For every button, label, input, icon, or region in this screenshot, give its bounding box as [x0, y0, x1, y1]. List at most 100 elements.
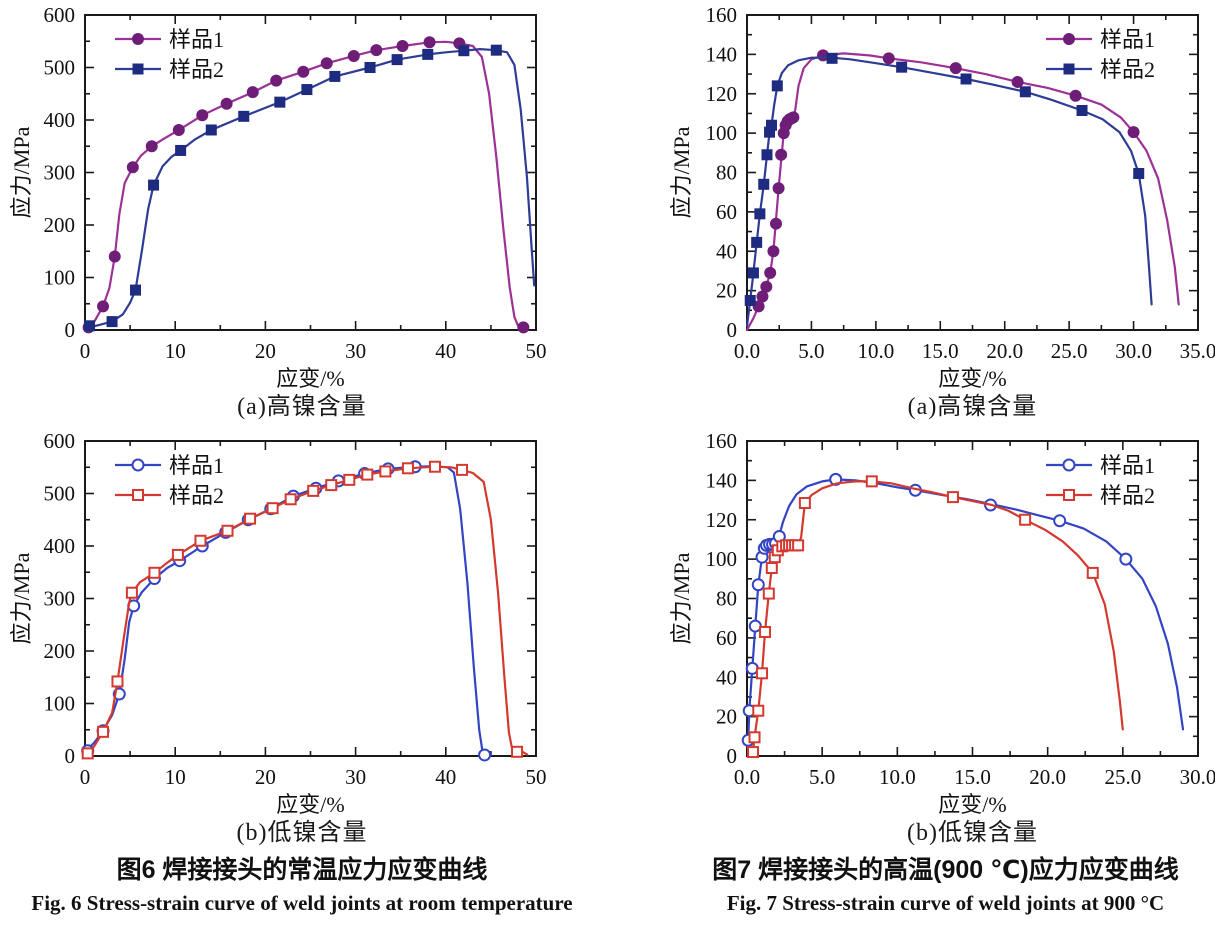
y-axis-label: 应力/MPa — [669, 552, 694, 644]
svg-text:300: 300 — [44, 161, 76, 185]
x-axis-tick-labels: 0 10 20 30 40 50 — [80, 765, 547, 789]
axes — [746, 440, 1199, 757]
x-axis-label: 应变/% — [276, 366, 344, 388]
svg-text:600: 600 — [44, 3, 76, 27]
fig6-caption-chinese: 图6 焊接接头的常温应力应变曲线 — [116, 856, 488, 884]
svg-text:160: 160 — [706, 3, 738, 27]
figure7-column: 0.0 5.0 10.0 15.0 20.0 25.0 30.0 35.0 0 20 40 60 80 1… — [604, 0, 1215, 937]
svg-text:200: 200 — [44, 639, 76, 663]
svg-text:10.0: 10.0 — [857, 339, 894, 363]
svg-text:5.0: 5.0 — [798, 339, 824, 363]
svg-text:400: 400 — [44, 534, 76, 558]
fig7-caption-chinese: 图7 焊接接头的高温(900 ℃)应力应变曲线 — [712, 856, 1179, 884]
svg-text:160: 160 — [706, 429, 738, 453]
svg-text:140: 140 — [706, 42, 738, 66]
figure6-column: 0 10 20 30 40 50 0 100 200 300 400 500 600 应变/% 应力/MPa… — [0, 0, 604, 937]
svg-text:20: 20 — [255, 339, 276, 363]
y-axis-tick-labels: 0 20 40 60 80 100 120 140 160 — [706, 429, 738, 768]
y-axis-tick-labels: 0 100 200 300 400 500 600 — [44, 3, 76, 342]
svg-text:100: 100 — [706, 547, 738, 571]
svg-text:10.0: 10.0 — [879, 765, 916, 789]
svg-text:15.0: 15.0 — [922, 339, 959, 363]
svg-text:50: 50 — [526, 339, 547, 363]
svg-text:20: 20 — [716, 279, 737, 303]
svg-text:20.0: 20.0 — [986, 339, 1023, 363]
svg-text:10: 10 — [165, 339, 186, 363]
fig7-caption-english: Fig. 7 Stress-strain curve of weld joint… — [726, 891, 1165, 915]
svg-text:100: 100 — [44, 692, 76, 716]
svg-text:0: 0 — [65, 318, 76, 342]
y-axis-tick-labels: 0 100 200 300 400 500 600 — [44, 429, 76, 768]
svg-text:40: 40 — [716, 239, 737, 263]
svg-text:20.0: 20.0 — [1029, 765, 1066, 789]
fig7-subplot-a-caption: (a)高镍含量 — [907, 394, 1038, 420]
svg-text:30: 30 — [345, 339, 366, 363]
svg-text:80: 80 — [716, 587, 737, 611]
svg-text:20: 20 — [716, 705, 737, 729]
legend-label-样品1: 样品1 — [169, 453, 224, 478]
fig7-subplot-b-chart: 0.0 5.0 10.0 15.0 20.0 25.0 30.0 0 20 40 60 80 100 12… — [669, 429, 1215, 814]
x-axis-label: 应变/% — [938, 792, 1006, 814]
svg-text:600: 600 — [44, 429, 76, 453]
series-样品2 — [744, 52, 1153, 328]
svg-text:60: 60 — [716, 626, 737, 650]
svg-text:30.0: 30.0 — [1180, 765, 1215, 789]
svg-text:0: 0 — [80, 765, 91, 789]
series-样品1 — [741, 472, 1185, 748]
y-axis-label: 应力/MPa — [669, 126, 694, 218]
svg-text:0.0: 0.0 — [734, 339, 760, 363]
legend-label-样品1: 样品1 — [1100, 27, 1155, 52]
svg-text:30: 30 — [345, 765, 366, 789]
legend-label-样品2: 样品2 — [1100, 57, 1155, 82]
legend-label-样品2: 样品2 — [169, 483, 224, 508]
fig6-caption-english: Fig. 6 Stress-strain curve of weld joint… — [31, 891, 573, 915]
y-axis-label: 应力/MPa — [9, 552, 34, 644]
svg-text:25.0: 25.0 — [1104, 765, 1141, 789]
svg-text:10: 10 — [165, 765, 186, 789]
axes — [84, 440, 537, 757]
svg-text:0: 0 — [80, 339, 91, 363]
x-axis-tick-labels: 0 10 20 30 40 50 — [80, 339, 547, 363]
axes — [746, 14, 1199, 331]
legend-label-样品2: 样品2 — [169, 57, 224, 82]
svg-text:200: 200 — [44, 213, 76, 237]
x-axis-tick-labels: 0.0 5.0 10.0 15.0 20.0 25.0 30.0 — [734, 765, 1215, 789]
fig6-subplot-a-caption: (a)高镍含量 — [237, 394, 367, 420]
svg-text:40: 40 — [716, 665, 737, 689]
svg-text:40: 40 — [435, 339, 456, 363]
svg-text:0.0: 0.0 — [734, 765, 760, 789]
legend-label-样品2: 样品2 — [1100, 483, 1155, 508]
svg-text:5.0: 5.0 — [809, 765, 835, 789]
fig7-subplot-b-caption: (b)低镍含量 — [907, 820, 1038, 846]
svg-text:35.0: 35.0 — [1180, 339, 1215, 363]
svg-text:25.0: 25.0 — [1051, 339, 1088, 363]
series-样品2 — [83, 44, 536, 332]
svg-text:0: 0 — [727, 744, 738, 768]
fig6-subplot-b-chart: 0 10 20 30 40 500100200300400500600应变/%应力/MPa… — [9, 429, 547, 814]
legend-label-样品1: 样品1 — [1100, 453, 1155, 478]
svg-text:120: 120 — [706, 82, 738, 106]
axes — [84, 14, 537, 331]
svg-text:100: 100 — [44, 266, 76, 290]
svg-text:60: 60 — [716, 200, 737, 224]
svg-text:120: 120 — [706, 508, 738, 532]
x-axis-label: 应变/% — [276, 792, 344, 814]
series-样品1 — [81, 460, 492, 762]
svg-text:40: 40 — [435, 765, 456, 789]
svg-text:0: 0 — [727, 318, 738, 342]
svg-text:300: 300 — [44, 587, 76, 611]
svg-text:15.0: 15.0 — [954, 765, 991, 789]
y-axis-label: 应力/MPa — [9, 126, 34, 218]
svg-text:140: 140 — [706, 468, 738, 492]
svg-text:50: 50 — [526, 765, 547, 789]
svg-text:0: 0 — [65, 744, 76, 768]
x-axis-tick-labels: 0.0 5.0 10.0 15.0 20.0 25.0 30.0 35.0 — [734, 339, 1215, 363]
fig7-subplot-a-chart: 0.0 5.0 10.0 15.0 20.0 25.0 30.0 35.0 0 20 40 60 80 1… — [669, 3, 1215, 388]
series-样品2 — [747, 475, 1124, 759]
legend-label-样品1: 样品1 — [169, 27, 224, 52]
series-样品2 — [81, 460, 529, 760]
